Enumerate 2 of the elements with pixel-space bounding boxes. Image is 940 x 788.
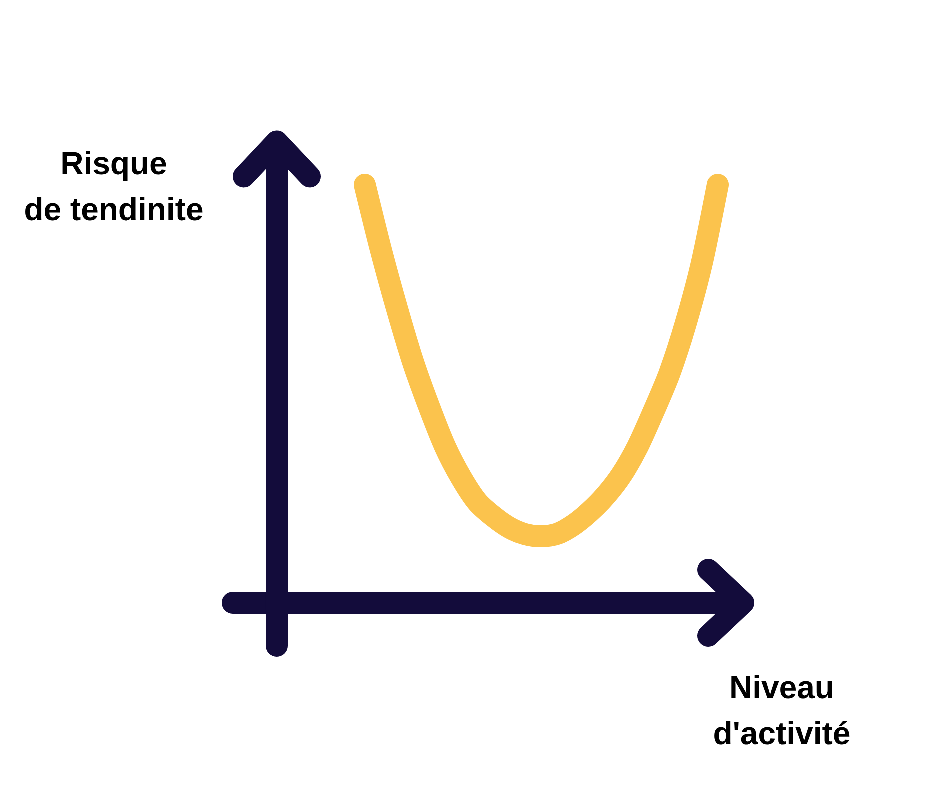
y-axis-title: Risque de tendinite [26, 151, 203, 221]
x-axis-title: Niveau d'activité [714, 675, 850, 745]
